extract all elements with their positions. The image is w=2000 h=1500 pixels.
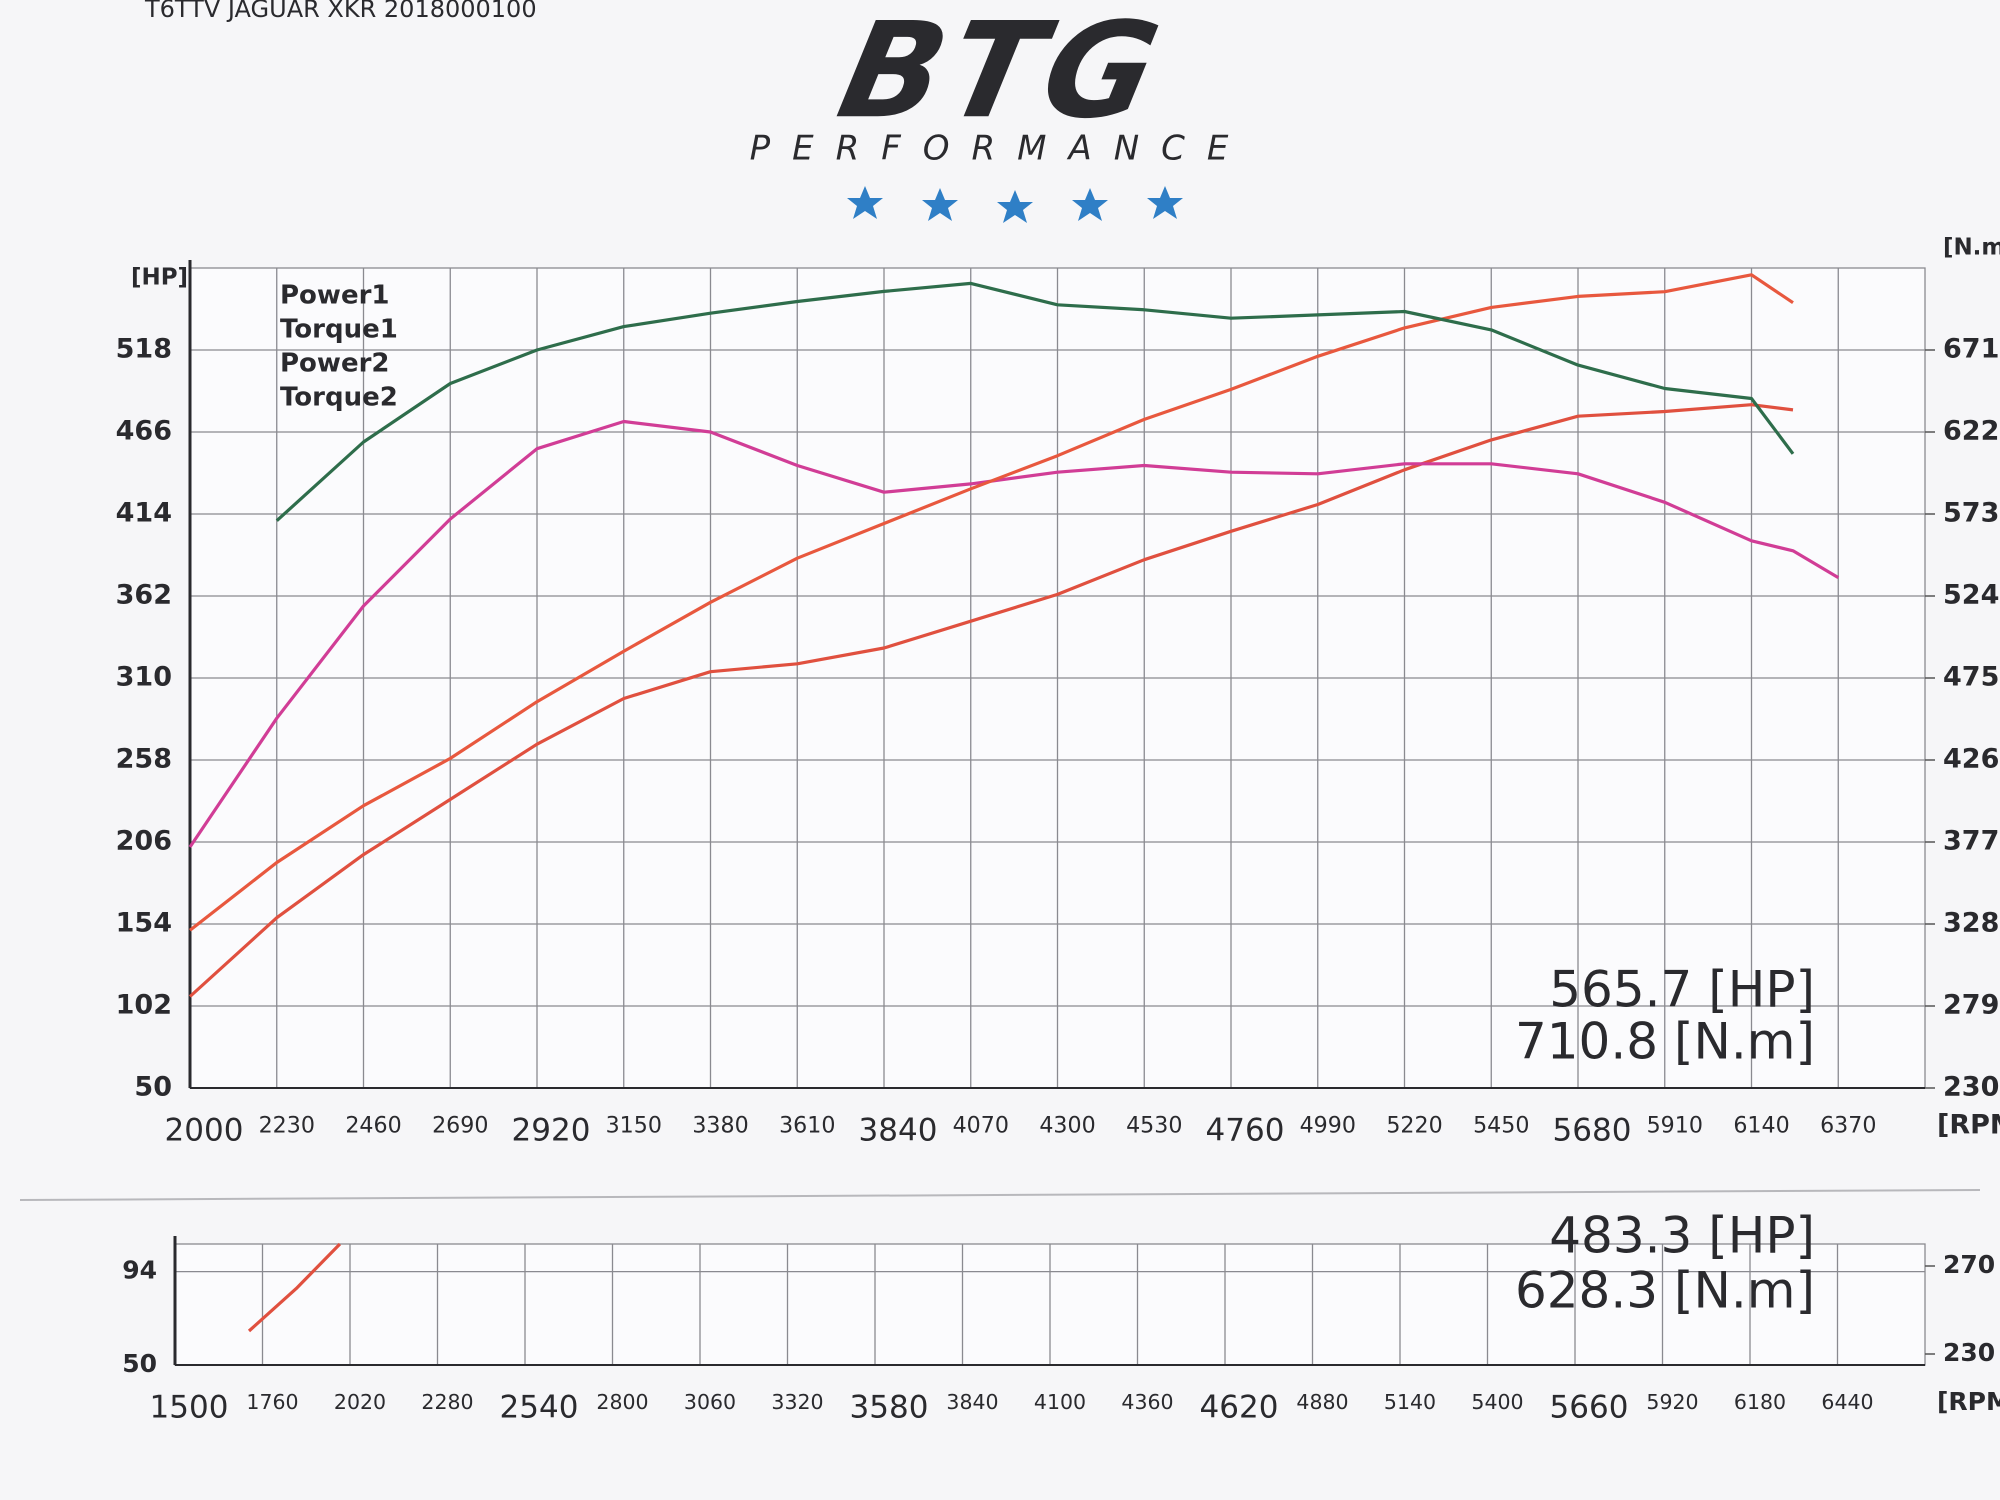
x-tick-label: 2690 [432, 1113, 488, 1139]
x-tick-label: 2000 [165, 1113, 244, 1149]
x-axis-label: [RPM] [1937, 1110, 2000, 1141]
y-tick-label: 50 [122, 1349, 157, 1378]
x-tick-label: 6370 [1820, 1113, 1876, 1139]
x-tick-label: 5400 [1471, 1390, 1523, 1414]
series-line [189, 273, 1794, 932]
x-tick-label: 4100 [1034, 1390, 1086, 1414]
x-tick-label: 2280 [421, 1390, 473, 1414]
x-tick-label: 4300 [1039, 1113, 1095, 1139]
y-tick-label: 362 [116, 580, 172, 611]
series-line [275, 281, 1795, 522]
x-tick-label: 5910 [1647, 1113, 1703, 1139]
x-tick-label: 5660 [1550, 1390, 1629, 1426]
x-tick-label: 2540 [500, 1390, 579, 1426]
x-tick-label: 5220 [1386, 1113, 1442, 1139]
x-axis-label: [RPM] [1937, 1387, 2000, 1416]
y2-tick-label: 622 [1943, 416, 1999, 447]
x-tick-label: 3580 [850, 1390, 929, 1426]
y2-tick-label: 475 [1943, 662, 1999, 693]
y-tick-label: 102 [116, 990, 172, 1021]
x-tick-label: 5140 [1384, 1390, 1436, 1414]
x-tick-label: 3320 [771, 1390, 823, 1414]
x-tick-label: 2230 [259, 1113, 315, 1139]
legend-entry: Torque2 [280, 383, 398, 413]
summary-value: 628.3 [N.m] [1515, 1262, 1815, 1320]
x-tick-label: 3380 [692, 1113, 748, 1139]
legend-entry: Power1 [280, 281, 389, 311]
x-tick-label: 4360 [1121, 1390, 1173, 1414]
series-line [188, 419, 1840, 848]
y-axis-label: [HP] [131, 265, 188, 291]
x-tick-label: 6180 [1734, 1390, 1786, 1414]
x-tick-label: 4880 [1296, 1390, 1348, 1414]
logo-stars [847, 186, 1183, 223]
y2-tick-label: 377 [1943, 826, 1999, 857]
y2-tick-label: 230 [1943, 1338, 1995, 1367]
x-tick-label: 2920 [512, 1113, 591, 1149]
y-tick-label: 50 [134, 1072, 172, 1103]
legend-entry: Torque1 [280, 315, 398, 345]
summary-value: 565.7 [HP] [1549, 961, 1815, 1019]
y2-tick-label: 230 [1943, 1072, 1999, 1103]
x-tick-label: 5920 [1646, 1390, 1698, 1414]
x-tick-label: 1500 [150, 1390, 229, 1426]
y-tick-label: 154 [116, 908, 172, 939]
x-tick-label: 4620 [1200, 1390, 1279, 1426]
x-tick-label: 4760 [1206, 1113, 1285, 1149]
x-tick-label: 5450 [1473, 1113, 1529, 1139]
header-note: T6TTV JAGUAR XKR 2018000100 [144, 0, 537, 23]
summary-value: 483.3 [HP] [1549, 1207, 1815, 1265]
x-tick-label: 2800 [596, 1390, 648, 1414]
logo-subtitle: PERFORMANCE [750, 129, 1251, 169]
x-tick-label: 4990 [1300, 1113, 1356, 1139]
y-tick-label: 414 [116, 498, 172, 529]
y-tick-label: 466 [116, 416, 172, 447]
x-tick-label: 2460 [345, 1113, 401, 1139]
x-tick-label: 3610 [779, 1113, 835, 1139]
x-tick-label: 6440 [1821, 1390, 1873, 1414]
y2-tick-label: 573 [1943, 498, 1999, 529]
y-tick-label: 518 [116, 334, 172, 365]
series-line [188, 403, 1794, 998]
x-tick-label: 4530 [1126, 1113, 1182, 1139]
x-tick-label: 3840 [946, 1390, 998, 1414]
y2-axis-label: [N.m] [1943, 235, 2000, 261]
x-tick-label: 3060 [684, 1390, 736, 1414]
x-tick-label: 4070 [953, 1113, 1009, 1139]
divider [19, 1189, 1981, 1201]
series-line [247, 1242, 342, 1333]
logo-text: BTG [827, 0, 1177, 148]
summary-value: 710.8 [N.m] [1515, 1013, 1815, 1071]
y2-tick-label: 279 [1943, 990, 1999, 1021]
y2-tick-label: 671 [1943, 334, 1999, 365]
y2-tick-label: 328 [1943, 908, 1999, 939]
x-tick-label: 2020 [334, 1390, 386, 1414]
x-tick-label: 3840 [859, 1113, 938, 1149]
x-tick-label: 5680 [1553, 1113, 1632, 1149]
y-tick-label: 206 [116, 826, 172, 857]
y-tick-label: 258 [116, 744, 172, 775]
legend-entry: Power2 [280, 349, 389, 379]
x-tick-label: 3150 [606, 1113, 662, 1139]
y2-tick-label: 270 [1943, 1250, 1995, 1279]
y2-tick-label: 426 [1943, 744, 1999, 775]
x-tick-label: 6140 [1733, 1113, 1789, 1139]
y-tick-label: 94 [122, 1256, 157, 1285]
y-tick-label: 310 [116, 662, 172, 693]
y2-tick-label: 524 [1943, 580, 1999, 611]
x-tick-label: 1760 [246, 1390, 298, 1414]
